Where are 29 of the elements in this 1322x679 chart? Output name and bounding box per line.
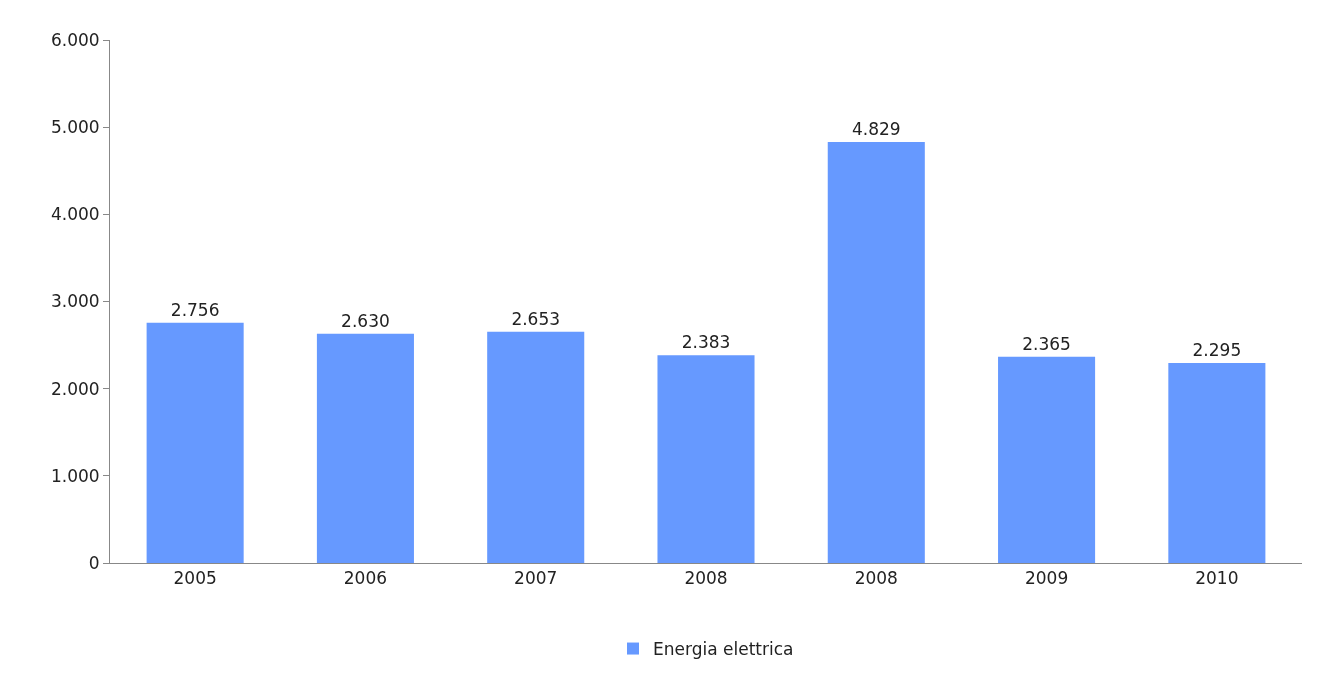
bar bbox=[998, 356, 1096, 563]
bar bbox=[146, 322, 244, 563]
bar bbox=[316, 333, 414, 563]
bar bbox=[1168, 362, 1266, 563]
data-label: 2.365 bbox=[1022, 333, 1071, 354]
x-tick-label: 2009 bbox=[1024, 568, 1069, 589]
y-tick-label: 3.000 bbox=[50, 291, 100, 312]
x-tick-label: 2010 bbox=[1195, 568, 1239, 589]
y-tick-label: 1.000 bbox=[50, 465, 100, 486]
x-tick-label: 2006 bbox=[343, 568, 388, 589]
bar bbox=[827, 142, 925, 563]
data-label: 4.829 bbox=[851, 119, 901, 140]
x-tick-label: 2007 bbox=[514, 568, 558, 589]
x-tick-label: 2008 bbox=[854, 568, 898, 589]
y-tick-label: 4.000 bbox=[50, 204, 100, 225]
data-label: 2.383 bbox=[681, 332, 731, 353]
y-tick-label: 2.000 bbox=[50, 378, 100, 399]
y-tick-label: 0 bbox=[88, 552, 100, 573]
x-tick-label: 2005 bbox=[173, 568, 217, 589]
y-tick-label: 5.000 bbox=[50, 117, 100, 138]
bar bbox=[487, 331, 585, 563]
y-tick-label: 6.000 bbox=[50, 29, 100, 50]
data-label: 2.653 bbox=[511, 308, 561, 329]
data-label: 2.756 bbox=[170, 299, 220, 320]
data-label: 2.630 bbox=[341, 310, 390, 331]
legend-label: Energia elettrica bbox=[653, 639, 794, 660]
bar bbox=[657, 355, 755, 563]
data-label: 2.295 bbox=[1192, 339, 1242, 360]
x-tick-label: 2008 bbox=[684, 568, 728, 589]
